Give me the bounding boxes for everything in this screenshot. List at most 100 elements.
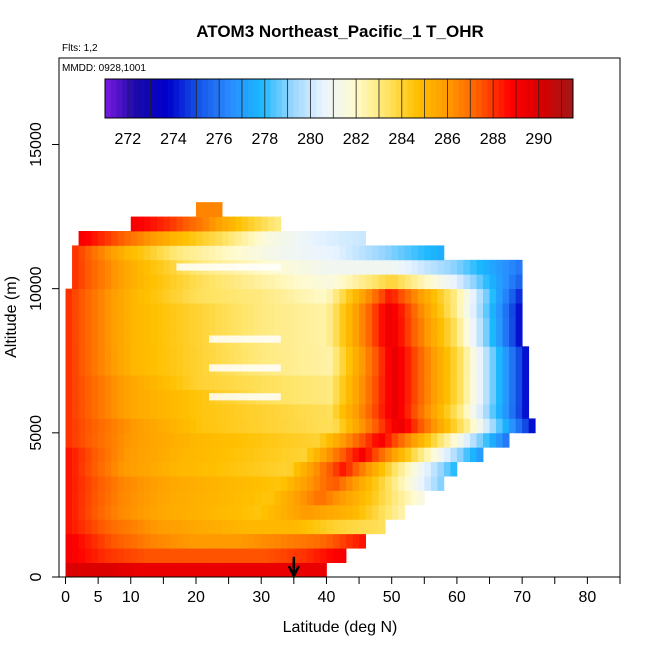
heatmap-cell <box>182 389 190 405</box>
heatmap-cell <box>287 245 295 261</box>
heatmap-cell <box>111 447 119 463</box>
colorbar-segment <box>475 79 483 118</box>
heatmap-cell <box>85 360 93 376</box>
heatmap-cell <box>339 245 347 261</box>
heatmap-cells <box>65 202 536 578</box>
heatmap-cell <box>130 533 138 549</box>
colorbar-segment <box>207 79 214 118</box>
heatmap-cell <box>169 245 177 261</box>
heatmap-cell <box>391 303 399 318</box>
heatmap-cell <box>143 303 151 318</box>
heatmap-cell <box>241 447 249 463</box>
heatmap-cell <box>372 389 380 405</box>
heatmap-cell <box>65 389 73 405</box>
colorbar-segment <box>487 79 494 118</box>
heatmap-cell <box>248 519 256 535</box>
heatmap-cell <box>91 346 99 362</box>
heatmap-cell <box>483 259 490 275</box>
heatmap-cell <box>306 404 314 419</box>
colorbar-segment <box>127 79 135 118</box>
heatmap-cell <box>385 389 393 405</box>
heatmap-cell <box>104 331 112 347</box>
heatmap-cell <box>150 288 158 304</box>
heatmap-cell <box>117 404 125 419</box>
heatmap-cell <box>85 245 93 261</box>
heatmap-cell <box>176 360 184 376</box>
heatmap-cell <box>195 548 203 563</box>
heatmap-cell <box>215 231 223 246</box>
heatmap-cell <box>150 303 158 318</box>
heatmap-cell <box>215 432 223 448</box>
heatmap-cell <box>424 346 432 362</box>
heatmap-cell <box>391 331 399 347</box>
heatmap-cell <box>300 288 308 304</box>
heatmap-cell <box>111 490 119 506</box>
heatmap-cell <box>443 360 451 376</box>
heatmap-cell <box>300 375 308 390</box>
heatmap-cell <box>287 360 295 376</box>
heatmap-cell <box>124 404 132 419</box>
heatmap-cell <box>326 274 334 290</box>
heatmap-cell <box>137 548 145 563</box>
heatmap-cell <box>352 418 360 434</box>
heatmap-cell <box>98 317 106 333</box>
x-tick-label: 70 <box>513 589 531 606</box>
heatmap-cell <box>209 375 216 390</box>
heatmap-cell <box>326 288 334 304</box>
heatmap-cell <box>222 346 229 362</box>
heatmap-cell <box>241 490 249 506</box>
heatmap-cell <box>254 303 262 318</box>
colorbar-segment <box>493 79 500 118</box>
heatmap-cell <box>195 231 203 246</box>
heatmap-cell <box>235 476 243 491</box>
heatmap-cell <box>339 461 347 477</box>
heatmap-cell <box>65 317 73 333</box>
heatmap-cell <box>254 231 262 246</box>
heatmap-cell <box>156 504 164 520</box>
heatmap-cell <box>72 303 79 318</box>
heatmap-cell <box>261 303 269 318</box>
data-gap <box>209 335 281 343</box>
heatmap-cell <box>489 346 497 362</box>
heatmap-cell <box>72 288 79 304</box>
heatmap-cell <box>176 548 184 563</box>
heatmap-cell <box>306 303 314 318</box>
heatmap-cell <box>182 245 190 261</box>
heatmap-cell <box>248 490 256 506</box>
heatmap-cell <box>117 317 125 333</box>
heatmap-cell <box>91 562 99 578</box>
heatmap-cell <box>195 562 203 578</box>
heatmap-cell <box>437 303 445 318</box>
heatmap-cell <box>346 418 353 434</box>
heatmap-cell <box>222 288 229 304</box>
heatmap-cell <box>124 562 132 578</box>
heatmap-cell <box>254 404 262 419</box>
heatmap-cell <box>352 360 360 376</box>
x-tick-label: 80 <box>578 589 596 606</box>
heatmap-cell <box>228 490 236 506</box>
colorbar-segment <box>202 79 209 118</box>
heatmap-cell <box>215 533 223 549</box>
heatmap-cell <box>430 245 438 261</box>
heatmap-cell <box>65 360 73 376</box>
heatmap-cell <box>417 288 425 304</box>
heatmap-cell <box>228 533 236 549</box>
heatmap-cell <box>339 476 347 491</box>
heatmap-cell <box>72 504 79 520</box>
heatmap-cell <box>222 375 229 390</box>
heatmap-cell <box>267 245 275 261</box>
heatmap-cell <box>156 274 164 290</box>
colorbar-segment <box>498 79 506 118</box>
heatmap-cell <box>502 360 510 376</box>
heatmap-cell <box>326 375 334 390</box>
heatmap-cell <box>72 418 79 434</box>
heatmap-cell <box>463 418 471 434</box>
heatmap-cell <box>104 418 112 434</box>
heatmap-cell <box>222 303 229 318</box>
x-tick-label: 20 <box>187 589 205 606</box>
heatmap-cell <box>489 360 497 376</box>
heatmap-cell <box>254 490 262 506</box>
heatmap-cell <box>78 404 86 419</box>
heatmap-cell <box>156 418 164 434</box>
heatmap-cell <box>274 404 282 419</box>
